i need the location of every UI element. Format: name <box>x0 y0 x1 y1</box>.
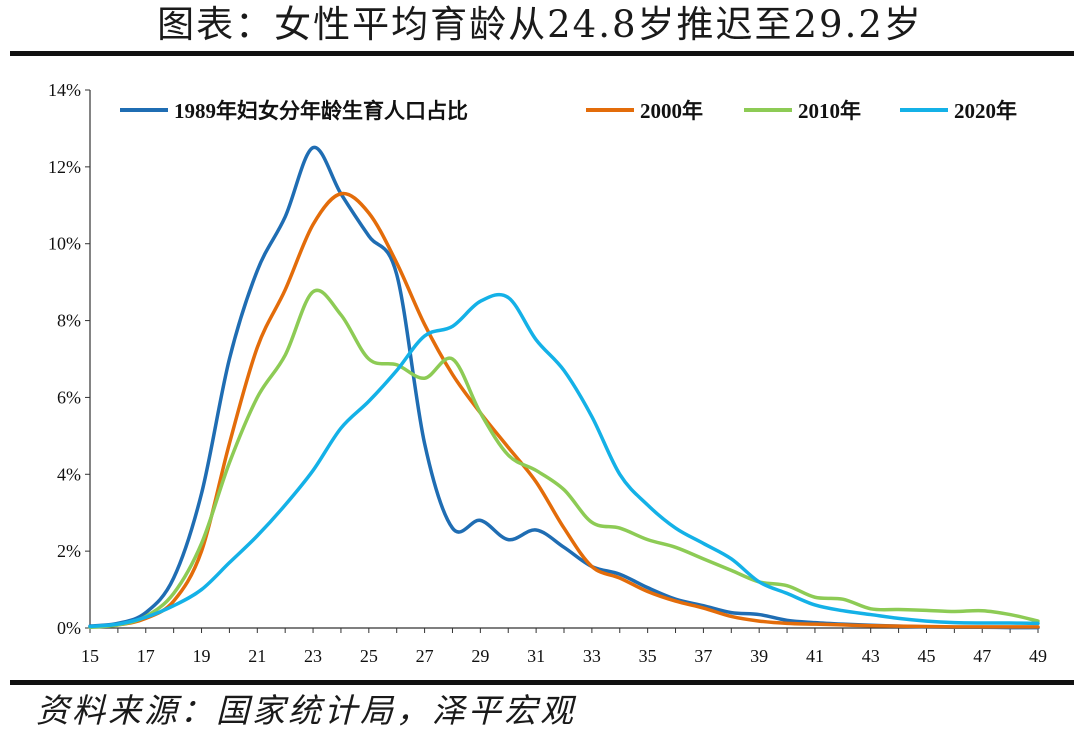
source-note: 资料来源：国家统计局，泽平宏观 <box>36 691 576 730</box>
x-tick-label: 21 <box>248 646 266 666</box>
page-title: 图表：女性平均育龄从24.8岁推迟至29.2岁 <box>157 3 923 46</box>
x-tick-label: 29 <box>471 646 489 666</box>
y-tick-label: 6% <box>57 387 81 407</box>
series-2010-legend-label: 2010年 <box>798 99 861 123</box>
x-tick-label: 37 <box>694 646 712 666</box>
series-2020-line <box>88 292 1040 629</box>
source-divider <box>10 680 1074 685</box>
x-tick-label: 25 <box>360 646 378 666</box>
y-tick-label: 8% <box>57 311 81 331</box>
x-tick-label: 31 <box>527 646 545 666</box>
chart-legend: 1989年妇女分年龄生育人口占比 2000年 2010年 2020年 <box>120 99 1017 123</box>
x-tick-label: 43 <box>862 646 880 666</box>
y-tick-label: 12% <box>48 157 81 177</box>
x-tick-label: 17 <box>137 646 155 666</box>
x-tick-label: 39 <box>750 646 768 666</box>
x-tick-label: 33 <box>583 646 601 666</box>
y-tick-label: 4% <box>57 464 81 484</box>
x-tick-label: 41 <box>806 646 824 666</box>
y-tick-label: 2% <box>57 541 81 561</box>
x-tick-label: 45 <box>917 646 935 666</box>
chart-axes: 0% 2% 4% 6% 8% 10% 12% 14% 15 17 19 21 23 25 27 29 31 33 3… <box>48 80 1047 666</box>
x-tick-label: 47 <box>973 646 991 666</box>
y-tick-label: 0% <box>57 618 81 638</box>
series-1989-line <box>88 145 1040 630</box>
series-1989-legend-label: 1989年妇女分年龄生育人口占比 <box>174 99 468 123</box>
x-tick-label: 49 <box>1029 646 1047 666</box>
x-tick-label: 23 <box>304 646 322 666</box>
line-chart: 0% 2% 4% 6% 8% 10% 12% 14% 15 17 19 21 23 25 27 29 31 33 3… <box>48 80 1047 666</box>
x-tick-label: 27 <box>416 646 434 666</box>
chart-series <box>88 145 1040 630</box>
series-2000-legend-label: 2000年 <box>640 99 703 123</box>
x-tick-label: 19 <box>193 646 211 666</box>
x-tick-label: 35 <box>639 646 657 666</box>
series-2000-line <box>88 191 1040 629</box>
y-tick-label: 10% <box>48 234 81 254</box>
x-tick-label: 15 <box>81 646 99 666</box>
series-2020-legend-label: 2020年 <box>954 99 1017 123</box>
y-tick-label: 14% <box>48 80 81 100</box>
title-divider <box>10 51 1074 56</box>
series-2010-line <box>88 288 1040 629</box>
